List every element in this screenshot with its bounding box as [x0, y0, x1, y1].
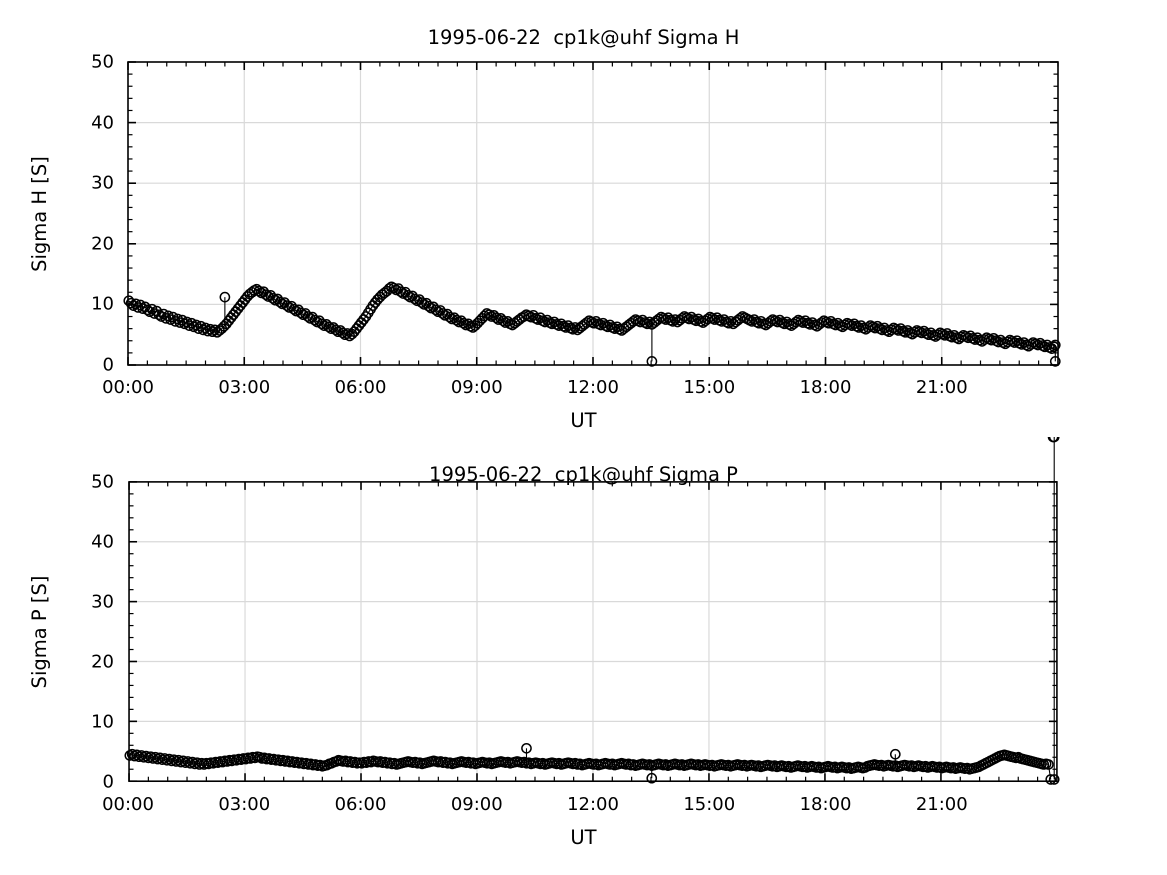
x-tick-label: 21:00: [915, 377, 968, 398]
x-tick-label: 15:00: [683, 794, 736, 815]
x-axis-label: UT: [570, 826, 597, 849]
y-tick-label: 30: [91, 172, 114, 194]
x-tick-label: 06:00: [334, 377, 387, 398]
outlier-marker: [889, 748, 901, 760]
outlier-marker: [219, 291, 231, 303]
x-tick-label: 03:00: [218, 794, 271, 815]
y-tick-label: 50: [91, 51, 114, 73]
outlier-marker: [1049, 356, 1061, 367]
gridlines: [129, 481, 1057, 782]
x-tick-label: 09:00: [450, 377, 503, 398]
gridlines: [128, 62, 1058, 365]
x-tick-label: 12:00: [567, 377, 619, 398]
y-tick-label: 20: [91, 233, 114, 255]
y-axis-label: Sigma P [S]: [28, 575, 51, 689]
panel-sigma-p: 1995-06-22 cp1k@uhf Sigma P 0 10 20 30 40 50 0…: [0, 437, 1167, 875]
y-axis-label: Sigma H [S]: [28, 155, 51, 272]
y-tick-label: 10: [91, 293, 114, 315]
x-tick-label: 06:00: [334, 794, 387, 815]
y-tick-label: 20: [91, 651, 114, 673]
x-tick-label: 03:00: [218, 377, 271, 398]
x-tick-label: 00:00: [102, 794, 154, 815]
y-tick-label: 30: [91, 591, 114, 613]
y-tick-label: 0: [102, 771, 114, 793]
outlier-marker: [646, 772, 658, 784]
data-markers: [124, 437, 1060, 785]
x-axis-label: UT: [570, 409, 597, 432]
plot-area-sigma-h: [123, 61, 1061, 367]
panel-sigma-h: 1995-06-22 cp1k@uhf Sigma H 0 10 20 30 40 50 0…: [0, 0, 1167, 437]
data-markers: [123, 281, 1061, 354]
y-tick-label: 40: [91, 531, 114, 553]
y-tick-label: 0: [102, 354, 114, 376]
outlier-marker: [1048, 774, 1060, 785]
outlier-marker: [521, 742, 532, 754]
x-tick-label: 12:00: [567, 794, 619, 815]
panel-title-sigma-h: 1995-06-22 cp1k@uhf Sigma H: [427, 26, 740, 49]
plot-area-sigma-p: [124, 437, 1060, 785]
x-tick-label: 15:00: [683, 377, 736, 398]
x-tick-label: 21:00: [915, 794, 968, 815]
y-tick-label: 10: [91, 711, 114, 733]
x-tick-label: 18:00: [799, 377, 852, 398]
y-tick-label: 40: [91, 112, 114, 134]
outlier-marker: [646, 356, 658, 367]
y-tick-label: 50: [91, 471, 114, 493]
axis-ticks: [127, 61, 1059, 366]
x-tick-label: 09:00: [450, 794, 503, 815]
axis-ticks: [128, 481, 1058, 783]
panel-title-sigma-p: 1995-06-22 cp1k@uhf Sigma P: [429, 463, 738, 486]
x-tick-label: 00:00: [102, 377, 154, 398]
x-tick-label: 18:00: [799, 794, 852, 815]
